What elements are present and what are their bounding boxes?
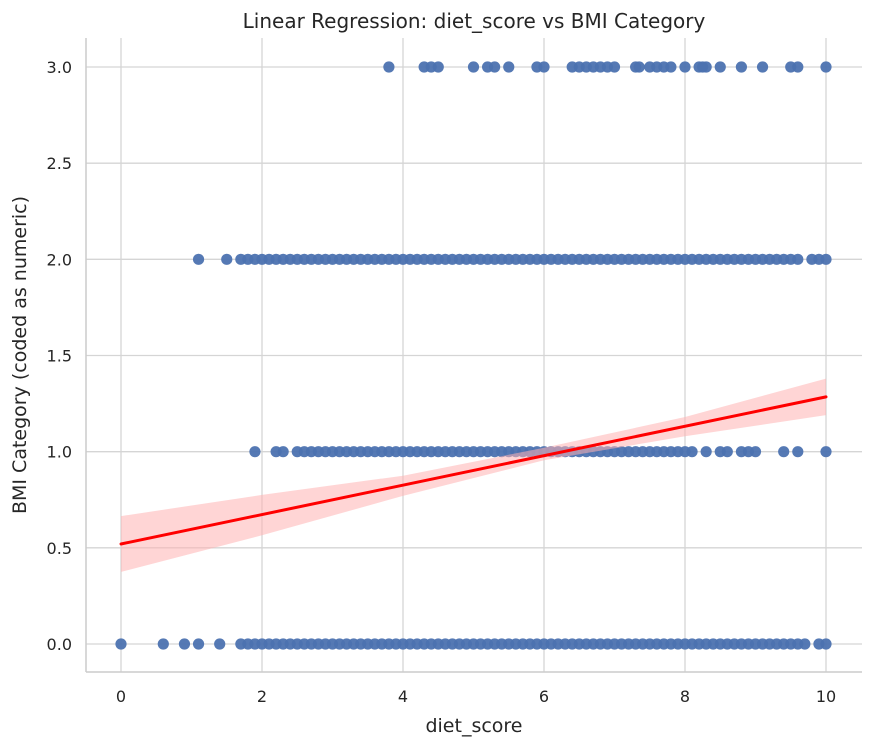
grid-lines (86, 38, 862, 672)
data-point (700, 446, 712, 458)
data-point (714, 61, 726, 73)
y-tick-label: 0.0 (47, 635, 72, 654)
data-point (383, 61, 395, 73)
axis-spines (85, 38, 862, 673)
data-point (221, 253, 233, 265)
data-point (792, 61, 804, 73)
chart-title: Linear Regression: diet_score vs BMI Cat… (243, 9, 706, 33)
data-point (700, 61, 712, 73)
confidence-band (121, 378, 826, 572)
regression-line-layer (119, 395, 828, 546)
data-point (749, 446, 762, 458)
data-point (820, 253, 832, 265)
data-point (192, 253, 205, 265)
data-point (820, 638, 832, 650)
x-axis-label: diet_score (425, 715, 522, 737)
data-point (489, 61, 501, 73)
x-tick-label: 0 (116, 687, 126, 706)
x-tick-label: 8 (680, 687, 690, 706)
data-point (820, 446, 832, 458)
data-point (679, 61, 691, 73)
data-point (214, 638, 226, 650)
data-point (792, 446, 804, 458)
data-point (277, 446, 289, 458)
x-tick-labels: 0 2 4 6 8 10 (116, 687, 836, 706)
y-tick-label: 3.0 (47, 58, 72, 77)
x-tick-label: 6 (539, 687, 549, 706)
data-point (792, 253, 804, 265)
data-point (735, 61, 748, 73)
data-point (633, 61, 645, 73)
data-point (686, 446, 698, 458)
data-point (157, 638, 169, 650)
data-point (192, 638, 205, 650)
data-point (665, 61, 677, 73)
data-point (799, 638, 811, 650)
y-tick-label: 1.5 (47, 347, 72, 366)
data-point (249, 446, 261, 458)
data-point (778, 446, 790, 458)
y-tick-labels: 0.0 0.5 1.0 1.5 2.0 2.5 3.0 (47, 58, 72, 654)
x-tick-label: 4 (398, 687, 408, 706)
data-point (820, 61, 832, 73)
data-point (178, 638, 191, 650)
data-point (503, 61, 515, 73)
data-point (432, 61, 444, 73)
y-tick-label: 2.5 (47, 154, 72, 173)
data-point (721, 446, 733, 458)
y-tick-label: 1.0 (47, 443, 72, 462)
data-point (538, 61, 550, 73)
data-point (756, 61, 769, 73)
data-point (608, 61, 621, 73)
confidence-band-layer (121, 378, 826, 572)
y-tick-label: 2.0 (47, 250, 72, 269)
regression-line (119, 395, 828, 546)
x-tick-label: 10 (816, 687, 836, 706)
y-tick-label: 0.5 (47, 539, 72, 558)
x-tick-label: 2 (257, 687, 267, 706)
data-point (115, 638, 127, 650)
y-axis-label: BMI Category (coded as numeric) (9, 196, 31, 514)
data-point (467, 61, 480, 73)
